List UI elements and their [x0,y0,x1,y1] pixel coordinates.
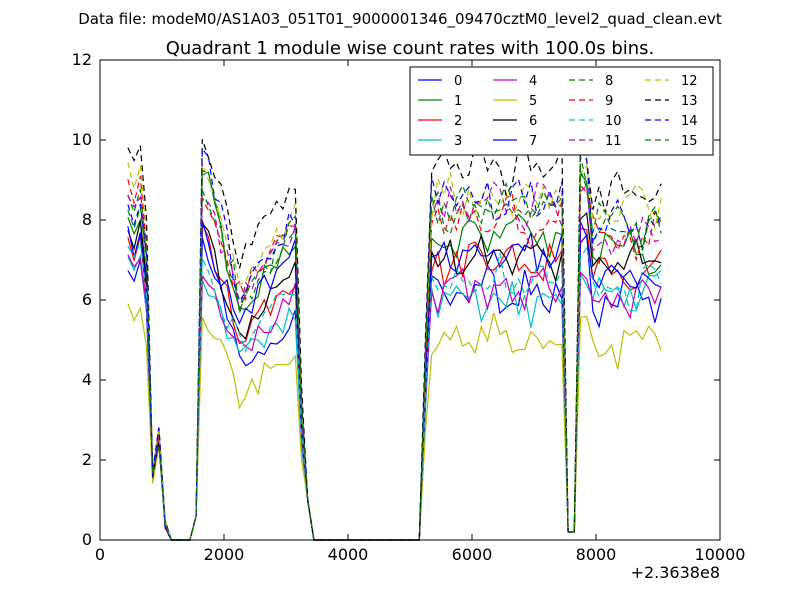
legend-label-5: 5 [529,94,537,109]
legend-box [409,66,714,156]
chart-title: Quadrant 1 module wise count rates with … [166,38,655,59]
legend-label-4: 4 [529,74,537,89]
series-line-15 [127,156,662,541]
y-tick-label: 2 [82,450,92,469]
legend-label-8: 8 [605,74,613,89]
x-offset-label: +2.3638e8 [631,563,720,582]
legend-label-12: 12 [681,74,698,89]
legend-label-14: 14 [681,114,698,129]
legend-label-10: 10 [605,114,622,129]
legend-label-1: 1 [454,94,462,109]
legend-label-13: 13 [681,94,698,109]
x-tick-label: 2000 [204,545,245,564]
x-tick-label: 4000 [328,545,369,564]
y-tick-label: 8 [82,210,92,229]
y-tick-label: 4 [82,370,92,389]
y-tick-label: 6 [82,290,92,309]
legend-label-3: 3 [454,134,462,149]
x-tick-label: 6000 [452,545,493,564]
legend-label-0: 0 [454,74,462,89]
legend-label-7: 7 [529,134,537,149]
legend-label-9: 9 [605,94,613,109]
y-tick-label: 0 [82,530,92,549]
legend-label-11: 11 [605,134,622,149]
x-tick-label: 8000 [576,545,617,564]
x-tick-label: 0 [95,545,105,564]
legend-label-6: 6 [529,114,537,129]
legend-label-15: 15 [681,134,698,149]
y-tick-label: 10 [72,130,92,149]
legend-label-2: 2 [454,114,462,129]
y-tick-label: 12 [72,50,92,69]
x-tick-label: 10000 [695,545,746,564]
figure-suptitle: Data file: modeM0/AS1A03_051T01_90000013… [78,10,722,29]
